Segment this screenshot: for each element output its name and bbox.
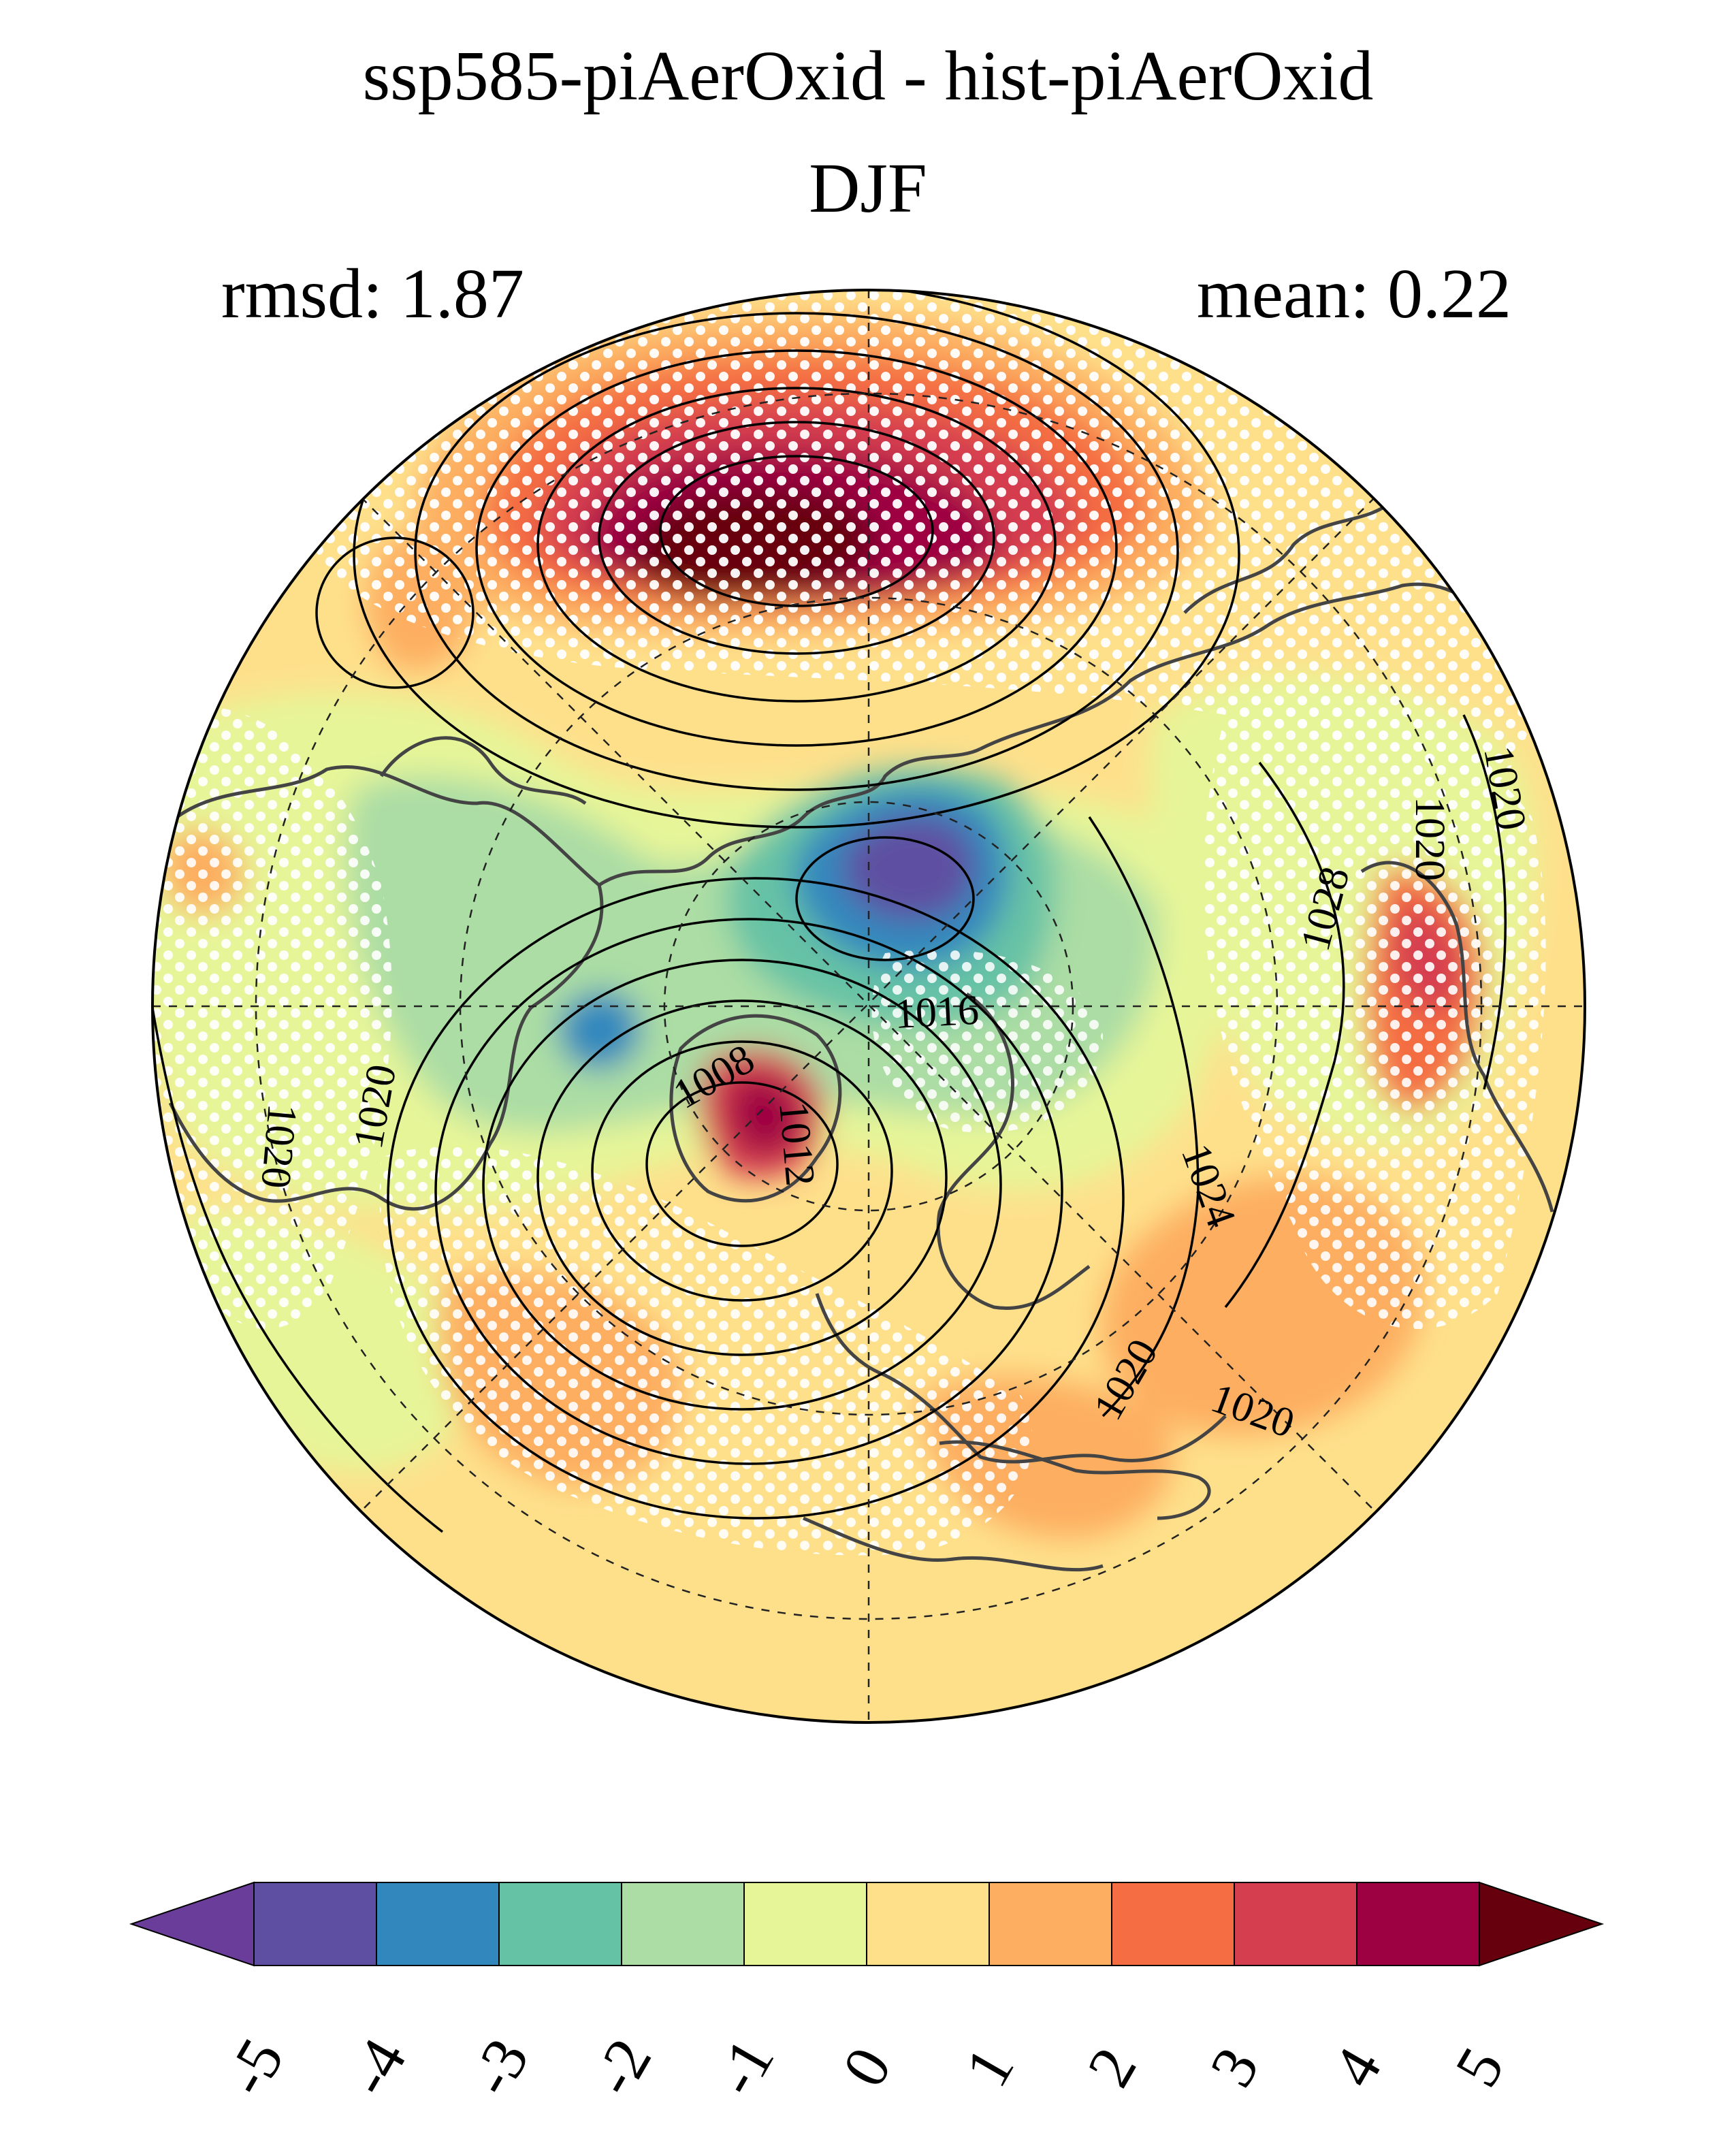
colorbar-swatch [498, 1882, 622, 1966]
coastline-europe [815, 1293, 1227, 1464]
map-boundary [151, 289, 1586, 1724]
colorbar-swatch [376, 1882, 500, 1966]
colorbar [129, 1881, 1605, 1967]
contour-label: 1020 [252, 1102, 306, 1190]
mean-label: mean: 0.22 [1196, 255, 1511, 333]
stipple-east [1203, 708, 1546, 1330]
colorbar-swatch [1234, 1882, 1357, 1966]
isobar-contour [1462, 714, 1507, 1090]
contour-label: 1012 [770, 1100, 824, 1187]
isobar-contour [353, 290, 1240, 829]
colorbar-under-triangle [129, 1881, 255, 1967]
coastline-africa [803, 1516, 1104, 1572]
coastline-eurasia-north [979, 582, 1513, 751]
stipple-center [871, 950, 1103, 1133]
graticule-parallel [663, 801, 1074, 1212]
isobar-contour [598, 421, 995, 655]
coastline-mediterranean [939, 1440, 1211, 1520]
colorbar-swatch [621, 1882, 745, 1966]
colorbar-swatch [1356, 1882, 1480, 1966]
isobar-contour [434, 918, 1063, 1465]
stipple-west [152, 706, 392, 1330]
graticule-meridian [360, 496, 1376, 1512]
season-label: DJF [809, 149, 927, 227]
isobar-contour [536, 999, 948, 1356]
coastline-asia-east [1360, 861, 1554, 1213]
colorbar-swatch [1111, 1882, 1235, 1966]
graticule-parallel [255, 392, 1483, 1620]
rmsd-label: rmsd: 1.87 [221, 255, 524, 333]
colorbar-swatch [253, 1882, 377, 1966]
coastline-canada-arctic [598, 747, 982, 887]
contour-label: 1016 [893, 987, 980, 1038]
isobar-contour [475, 349, 1118, 747]
graticule-meridian [360, 496, 1376, 1512]
isobar-contour [315, 536, 475, 689]
anomaly-region-neg5 [844, 815, 975, 920]
contour-label: 1020 [1407, 797, 1453, 881]
chart-title: ssp585-piAerOxid - hist-piAerOxid [362, 37, 1374, 115]
isobar-contour [387, 877, 1125, 1520]
isobar-contour [591, 1040, 893, 1302]
coastline-north-america [168, 765, 604, 1211]
coastline-kamchatka [1183, 502, 1390, 614]
colorbar-swatch [743, 1882, 867, 1966]
isobar-contour [659, 455, 934, 607]
isobar-contour [1224, 761, 1345, 1309]
colorbar-swatch [866, 1882, 990, 1966]
colorbar-swatch [988, 1882, 1112, 1966]
coastline-greenland [669, 1014, 842, 1203]
isobar-contour [414, 312, 1179, 791]
coastline-alaska [379, 736, 587, 805]
colorbar-over-triangle [1479, 1881, 1605, 1967]
polar-map: 1020 1020 1028 1016 1008 1012 1020 1020 … [151, 289, 1586, 1724]
isobar-contour [536, 387, 1057, 703]
isobar-contour [1088, 816, 1200, 1417]
coastline-scandinavia [936, 992, 1091, 1310]
isobar-contour [482, 959, 1002, 1411]
graticule-parallel [459, 596, 1279, 1416]
isobar-contour [795, 836, 975, 961]
anomaly-region-pos5-greenland [729, 1077, 800, 1155]
isobar-contour [645, 1081, 839, 1247]
